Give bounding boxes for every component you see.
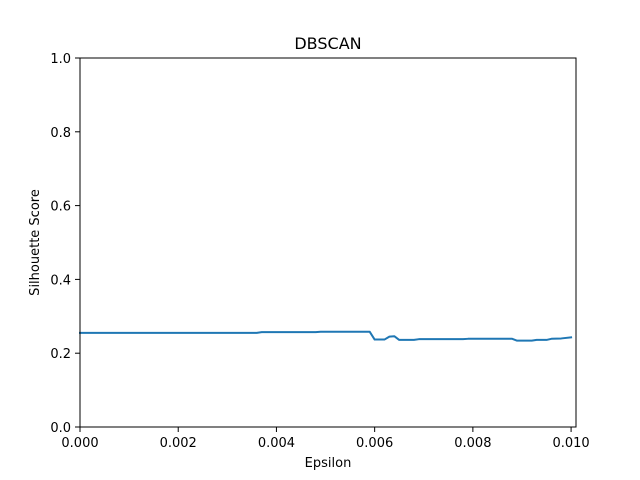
y-tick-label: 0.4 xyxy=(50,273,71,288)
silhouette-score-line xyxy=(79,330,573,342)
axes-frame xyxy=(79,57,577,428)
y-tick-label: 0.6 xyxy=(50,200,71,215)
y-tick-label: 0.2 xyxy=(50,347,71,362)
chart-title: DBSCAN xyxy=(294,34,361,53)
x-tick-label: 0.006 xyxy=(356,436,393,451)
y-tick-label: 0.0 xyxy=(50,421,71,436)
x-tick-label: 0.000 xyxy=(61,436,98,451)
x-tick-label: 0.010 xyxy=(552,436,589,451)
y-axis-label: Silhouette Score xyxy=(28,189,43,296)
x-axis-label: Epsilon xyxy=(305,456,352,471)
y-tick-label: 1.0 xyxy=(50,52,71,67)
y-tick-label: 0.8 xyxy=(50,126,71,141)
x-tick-label: 0.008 xyxy=(454,436,491,451)
x-tick-label: 0.002 xyxy=(160,436,197,451)
axis-ticks: 0.000 0.002 0.004 0.006 0.008 0.010 0.0 0.2 0.4 0… xyxy=(50,52,589,451)
plot-area xyxy=(79,330,573,342)
x-tick-label: 0.004 xyxy=(258,436,295,451)
